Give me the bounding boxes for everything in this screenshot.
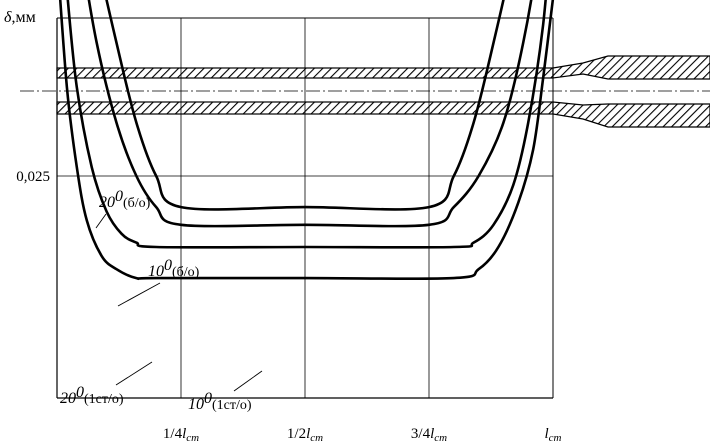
series-line-3: [66, 0, 547, 249]
series-line-4: [58, 0, 555, 281]
series-line-2: [87, 0, 533, 228]
tube-flare-top: [552, 55, 710, 80]
x-tick-label-3: 3/4lcm: [411, 426, 447, 444]
curve-labels: 200(б/о) 100(б/о) 200(1ст/о) 100(1ст/о): [60, 188, 263, 413]
x-tick-labels: 1/4lcm 1/2lcm 3/4lcm lcm: [163, 426, 562, 444]
curve-label-4: 100(1ст/о): [188, 390, 252, 413]
y-tick-labels: 0,100,0750,050,025: [16, 169, 50, 185]
x-tick-label-1: 1/4lcm: [163, 426, 199, 444]
axes: [56, 17, 554, 399]
curve-label-3: 200(1ст/о): [60, 384, 124, 407]
curve-leader-2: [117, 282, 161, 307]
x-tick-label-2: 1/2lcm: [287, 426, 323, 444]
curve-leader-3: [115, 361, 153, 386]
y-axis-label: δ,мм: [4, 9, 36, 26]
curve-leader-4: [233, 370, 263, 392]
y-tick-label-4: 0,025: [16, 169, 50, 185]
curve-leader-1: [95, 213, 107, 229]
tube-schematic: [20, 55, 710, 128]
series-line-1: [105, 0, 505, 211]
curve-label-1: 200(б/о): [99, 188, 151, 211]
x-tick-label-4: lcm: [545, 426, 562, 444]
curve-label-2: 100(б/о): [148, 257, 200, 280]
series-group: [58, 0, 555, 281]
tube-flare-bottom: [552, 101, 710, 128]
